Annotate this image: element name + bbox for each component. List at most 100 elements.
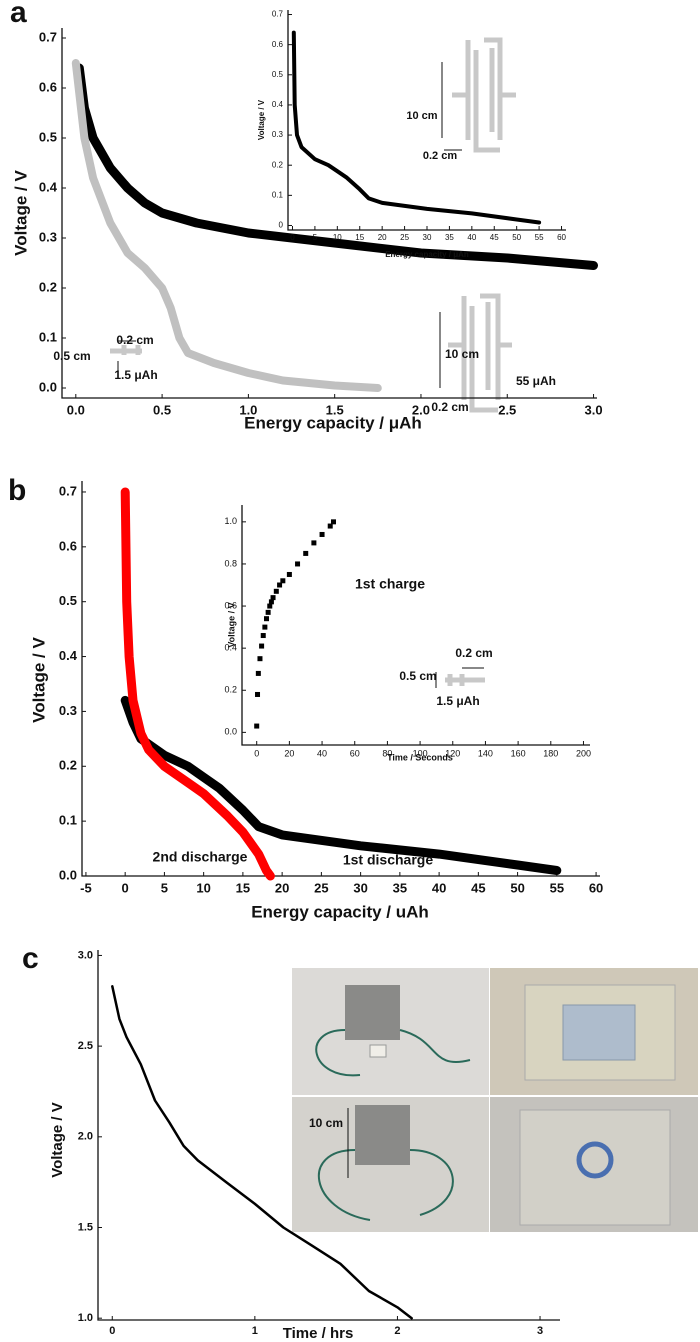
axis-line	[61, 28, 597, 399]
x-tick-label: 45	[490, 233, 499, 242]
dim-arrows	[441, 62, 462, 151]
x-tick-label: 25	[400, 233, 409, 242]
dim-arrows	[117, 340, 136, 375]
y-tick-label: 1.5	[78, 1221, 93, 1233]
point	[267, 603, 273, 609]
y-tick-label: 0.4	[224, 643, 237, 653]
x-axis-title: Time / hrs	[283, 1325, 354, 1342]
x-tick-label: 45	[471, 880, 485, 895]
x-axis-title: Energy capacity / uAh	[251, 902, 429, 921]
dim-arrows	[435, 667, 484, 688]
y-tick-label: 0.2	[39, 279, 57, 294]
x-tick-label: 120	[445, 748, 460, 758]
y-tick-label: 0.2	[272, 160, 284, 169]
y-tick-label: 0.5	[59, 593, 77, 608]
x-tick-label: 0	[109, 1325, 115, 1337]
series-line	[120, 487, 275, 881]
point	[280, 578, 286, 584]
x-tick-label: 55	[550, 880, 564, 895]
annotation: 0.5 cm	[53, 349, 90, 363]
y-tick-label: 0.1	[59, 813, 77, 828]
x-tick-label: 1	[252, 1325, 258, 1337]
x-tick-label: 35	[445, 233, 454, 242]
annotation: 10 cm	[445, 347, 479, 361]
x-tick-label: 50	[510, 880, 524, 895]
x-tick-label: 30	[353, 880, 367, 895]
x-tick-label: -5	[80, 880, 92, 895]
x-tick-label: 3	[537, 1325, 543, 1337]
axis-line	[97, 950, 560, 1321]
annotation: 0.2 cm	[455, 646, 492, 660]
y-tick-label: 3.0	[78, 949, 93, 961]
axis-line	[241, 505, 590, 746]
x-tick-label: 20	[275, 880, 289, 895]
x-tick-label: 200	[576, 748, 591, 758]
photo-cell	[369, 1044, 387, 1058]
annotation: 1.5 μAh	[114, 368, 157, 382]
point	[257, 656, 263, 662]
photo-wire	[315, 1029, 471, 1077]
x-tick-label: 5	[161, 880, 168, 895]
series-label: 1st discharge	[343, 852, 433, 868]
y-tick-label: 0.7	[272, 10, 284, 19]
panel-label: c	[22, 942, 39, 975]
x-tick-label: 160	[511, 748, 526, 758]
series-line	[111, 985, 413, 1320]
x-tick-label: 0.5	[153, 402, 171, 417]
x-axis-title: Energy capacity / μAh	[244, 413, 422, 432]
annotation: 10 cm	[406, 110, 437, 122]
photos	[292, 968, 698, 1232]
y-tick-label: 0.2	[224, 685, 237, 695]
point	[273, 588, 279, 594]
x-tick-label: 140	[478, 748, 493, 758]
y-tick-label: 0.3	[272, 130, 284, 139]
photo-wire	[317, 1149, 454, 1221]
point	[260, 633, 266, 639]
point	[277, 582, 283, 588]
y-tick-label: 0.7	[59, 483, 77, 498]
y-axis-title: Voltage / V	[257, 99, 266, 140]
y-tick-label: 0.4	[59, 648, 78, 663]
x-tick-label: 100	[413, 748, 428, 758]
y-tick-label: 0.1	[272, 190, 284, 199]
y-tick-label: 0.1	[39, 329, 57, 344]
x-tick-label: 60	[589, 880, 603, 895]
x-tick-label: 0	[254, 748, 259, 758]
x-tick-label: 5	[313, 233, 318, 242]
annotation: 1.5 μAh	[436, 694, 479, 708]
y-tick-label: 0.5	[39, 129, 57, 144]
x-tick-label: 0	[290, 233, 295, 242]
y-axis-title: Voltage / V	[11, 170, 30, 256]
y-axis-title: Voltage / V	[226, 602, 236, 647]
x-tick-label: 15	[236, 880, 250, 895]
photo-electrode	[562, 1004, 636, 1061]
schematics	[110, 37, 516, 688]
x-tick-label: 2.5	[498, 402, 516, 417]
point	[319, 531, 325, 537]
point	[295, 561, 301, 567]
series-label: 1st charge	[355, 576, 425, 592]
x-tick-label: 55	[535, 233, 544, 242]
annotation: 10 cm	[309, 1116, 343, 1130]
annotation: 55 μAh	[516, 374, 556, 388]
point	[254, 723, 260, 729]
x-tick-label: 10	[333, 233, 342, 242]
x-tick-label: 1.0	[239, 402, 257, 417]
point	[327, 523, 333, 529]
point	[270, 595, 276, 601]
x-tick-label: 25	[314, 880, 328, 895]
y-tick-label: 1.0	[78, 1312, 93, 1324]
panel-label: b	[8, 474, 26, 507]
point	[259, 643, 265, 649]
x-tick-label: 0	[122, 880, 129, 895]
y-tick-label: 2.5	[78, 1040, 93, 1052]
annotation: 0.2 cm	[116, 333, 153, 347]
x-tick-label: 1.5	[326, 402, 344, 417]
point	[330, 519, 336, 525]
y-tick-label: 0.7	[39, 29, 57, 44]
series-line	[291, 30, 542, 225]
y-tick-label: 0.6	[59, 538, 77, 553]
y-tick-label: 0	[279, 221, 284, 230]
y-tick-label: 0.6	[39, 79, 57, 94]
x-tick-label: 40	[467, 233, 476, 242]
